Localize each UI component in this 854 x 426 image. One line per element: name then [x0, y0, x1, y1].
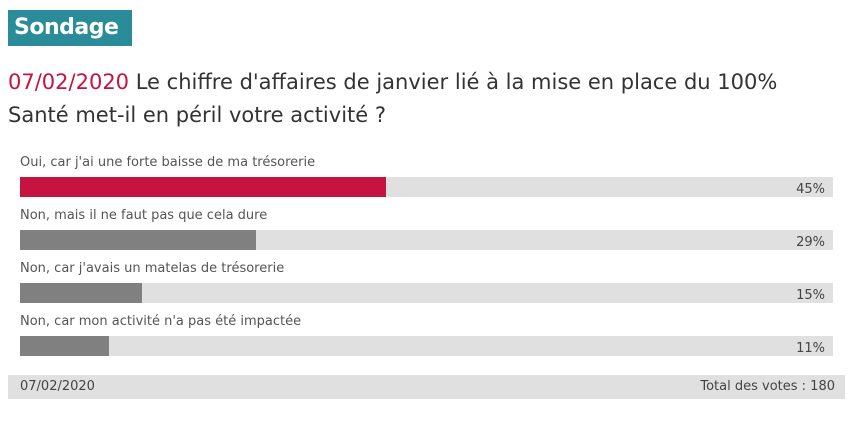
- poll-footer: 07/02/2020 Total des votes : 180: [8, 375, 845, 399]
- poll-option[interactable]: Non, car mon activité n'a pas été impact…: [20, 309, 833, 362]
- poll-options: Oui, car j'ai une forte baisse de ma tré…: [20, 150, 833, 362]
- result-bar-track: 29%: [20, 230, 833, 250]
- result-bar-track: 15%: [20, 283, 833, 303]
- result-bar-fill: [20, 177, 386, 197]
- result-percent: 45%: [796, 182, 825, 197]
- result-bar-track: 11%: [20, 336, 833, 356]
- option-label: Non, mais il ne faut pas que cela dure: [20, 208, 268, 223]
- poll-badge: Sondage: [8, 10, 132, 46]
- footer-date: 07/02/2020: [20, 379, 95, 394]
- poll-option[interactable]: Non, mais il ne faut pas que cela dure 2…: [20, 203, 833, 256]
- result-percent: 29%: [796, 235, 825, 250]
- option-label: Non, car mon activité n'a pas été impact…: [20, 314, 302, 329]
- question-text: Le chiffre d'affaires de janvier lié à l…: [8, 70, 778, 127]
- result-percent: 15%: [796, 288, 825, 303]
- option-label: Oui, car j'ai une forte baisse de ma tré…: [20, 155, 316, 170]
- poll-option[interactable]: Non, car j'avais un matelas de trésoreri…: [20, 256, 833, 309]
- option-label: Non, car j'avais un matelas de trésoreri…: [20, 261, 285, 276]
- result-bar-fill: [20, 230, 256, 250]
- poll-option[interactable]: Oui, car j'ai une forte baisse de ma tré…: [20, 150, 833, 203]
- result-bar-track: 45%: [20, 177, 833, 197]
- result-bar-fill: [20, 283, 142, 303]
- result-bar-fill: [20, 336, 110, 356]
- question-date: 07/02/2020: [8, 70, 130, 94]
- total-votes: Total des votes : 180: [700, 379, 835, 394]
- result-percent: 11%: [796, 341, 825, 356]
- poll-question: 07/02/2020 Le chiffre d'affaires de janv…: [8, 66, 838, 132]
